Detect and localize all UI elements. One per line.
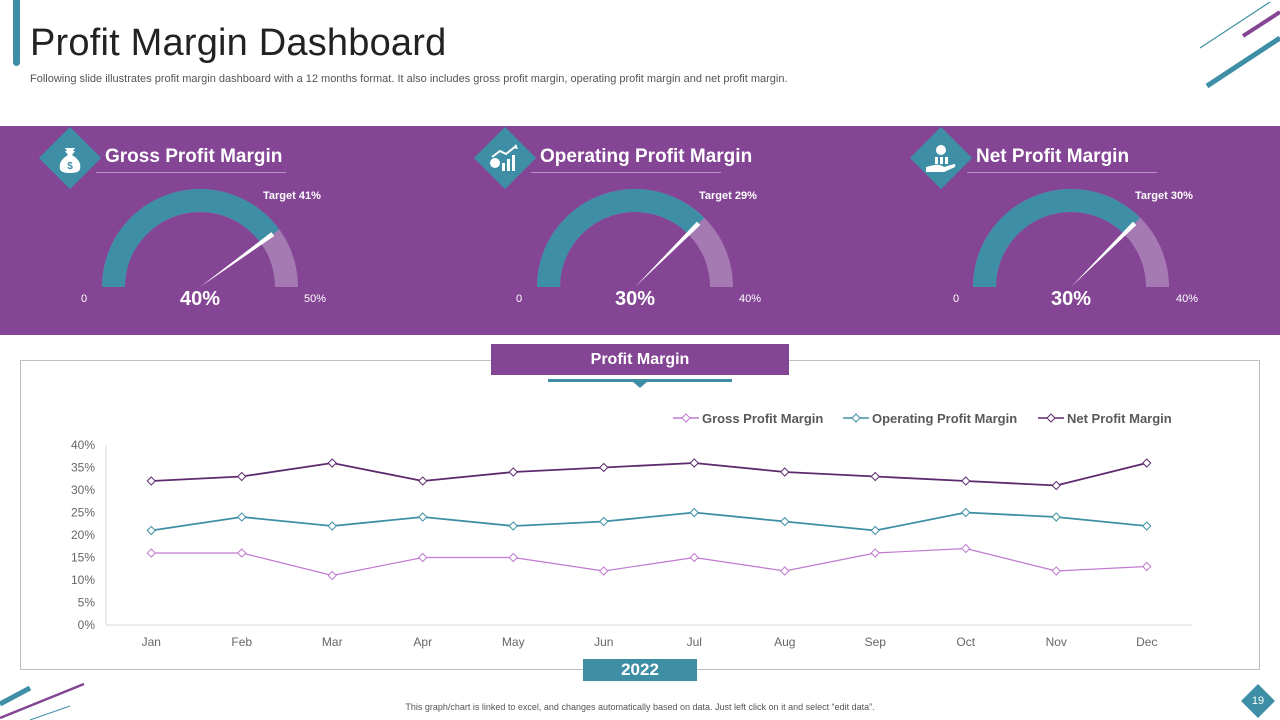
- page-number: 19: [1241, 684, 1275, 718]
- gauge-max-label: 40%: [739, 293, 762, 305]
- chart-frame: [20, 360, 1260, 670]
- growth-chart-icon: [490, 144, 518, 171]
- gauge-max-label: 40%: [1176, 293, 1199, 305]
- kpi-title: Operating Profit Margin: [540, 146, 753, 167]
- gauge-needle: [1071, 221, 1137, 287]
- gauge-needle: [635, 221, 701, 287]
- kpi-net-profit-margin: Net Profit Margin Target 30% 30% 0 40%: [871, 126, 1280, 335]
- kpi-title-underline: [96, 172, 286, 173]
- corner-decoration-top-right: [1199, 1, 1280, 89]
- chart-title-underline: [548, 379, 732, 382]
- gauge: [537, 189, 733, 287]
- kpi-gross-profit-margin: $ Gross Profit Margin Target 41% 40% 0 5…: [0, 126, 420, 335]
- footnote: This graph/chart is linked to excel, and…: [405, 702, 875, 712]
- kpi-title: Net Profit Margin: [976, 146, 1130, 167]
- gauge: [973, 189, 1169, 287]
- gauge-target-label: Target 41%: [263, 190, 321, 202]
- corner-decoration-bottom-left: [0, 682, 85, 720]
- page-title: Profit Margin Dashboard: [30, 22, 447, 64]
- gauge-min-label: 0: [516, 293, 523, 305]
- gauge-target-label: Target 30%: [1135, 190, 1193, 202]
- gauge-value-arc: [102, 189, 280, 287]
- page-number-text: 19: [1251, 695, 1265, 707]
- gauge-max-label: 50%: [304, 293, 327, 305]
- gauge-value-label: 30%: [614, 288, 656, 310]
- money-bag-icon: $: [59, 148, 81, 173]
- chart-title-arrow: [632, 381, 648, 388]
- page-subtitle: Following slide illustrates profit margi…: [30, 73, 788, 85]
- gauge-min-label: 0: [81, 293, 88, 305]
- gauge-needle: [200, 232, 275, 287]
- gauge-min-label: 0: [953, 293, 960, 305]
- kpi-band: [0, 126, 1280, 335]
- gauge-target-label: Target 29%: [699, 190, 757, 202]
- gauge-value-arc: [973, 189, 1141, 287]
- kpi-title-underline: [531, 172, 721, 173]
- year-badge: 2022: [583, 659, 697, 681]
- gauge-value-arc: [537, 189, 705, 287]
- kpi-operating-profit-margin: Operating Profit Margin Target 29% 30% 0…: [435, 126, 855, 335]
- title-accent-bar: [13, 0, 20, 66]
- gauge-value-label: 30%: [1050, 288, 1092, 310]
- svg-text:$: $: [67, 161, 73, 172]
- gauge: [102, 189, 298, 287]
- hand-coin-icon: [926, 145, 956, 172]
- chart-title-tab: Profit Margin: [491, 344, 789, 375]
- kpi-title-underline: [967, 172, 1157, 173]
- gauge-value-label: 40%: [179, 288, 221, 310]
- kpi-title: Gross Profit Margin: [105, 146, 283, 167]
